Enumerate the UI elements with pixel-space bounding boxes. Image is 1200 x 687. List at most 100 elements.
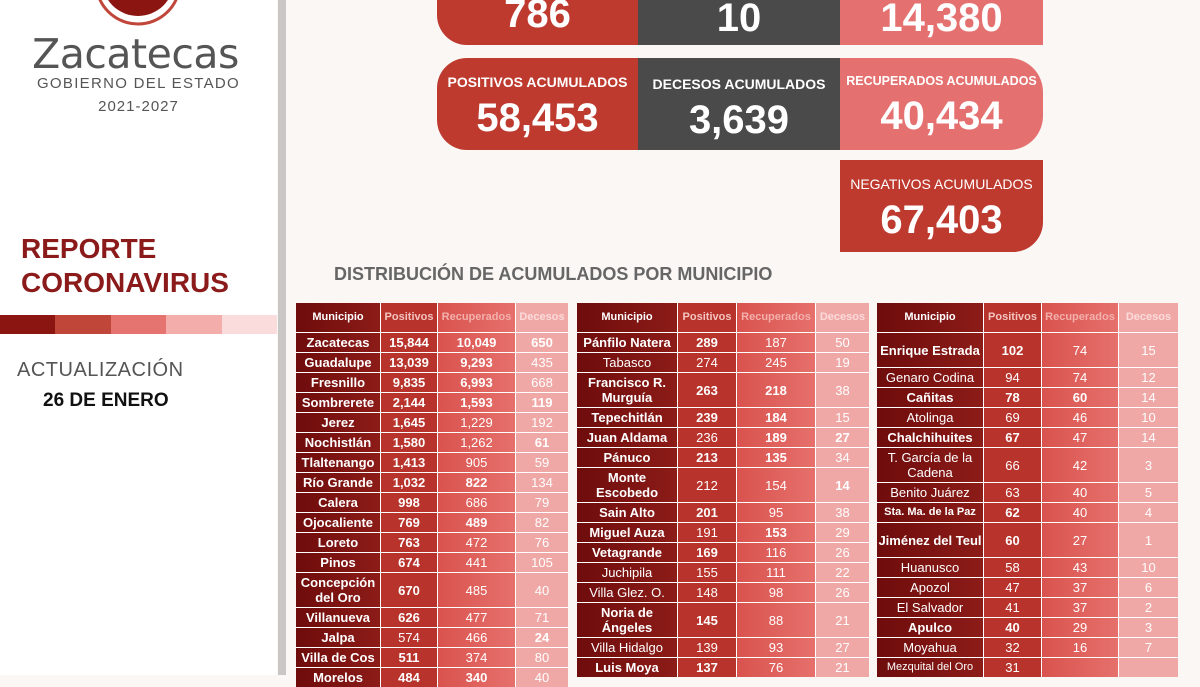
cell-recuperados: 46	[1042, 408, 1118, 427]
cell-positivos: 9,835	[381, 373, 437, 392]
divider	[278, 0, 286, 675]
cell-positivos: 201	[678, 503, 736, 522]
cell-positivos: 1,645	[381, 413, 437, 432]
cell-decesos: 40	[516, 668, 568, 687]
header-municipio: Municipio	[577, 303, 677, 332]
cell-municipio: Tlaltenango	[296, 453, 380, 472]
cell-recuperados: 485	[438, 573, 515, 607]
cell-recuperados: 6,993	[438, 373, 515, 392]
cell-recuperados: 60	[1042, 388, 1118, 407]
table-row: Apozol 47 37 6	[877, 578, 1178, 597]
cell-municipio: Vetagrande	[577, 543, 677, 562]
cell-decesos: 76	[516, 533, 568, 552]
card-value: 786	[504, 0, 571, 36]
card-label: POSITIVOS ACUMULADOS	[447, 74, 628, 90]
cell-decesos: 650	[516, 333, 568, 352]
card-decesos-dia: 10	[638, 0, 840, 45]
table-row: Morelos 484 340 40	[296, 668, 568, 687]
cell-municipio: Guadalupe	[296, 353, 380, 372]
table-row: Francisco R. Murguía 263 218 38	[577, 373, 869, 407]
cell-decesos: 15	[1119, 333, 1178, 367]
stripe	[0, 315, 56, 334]
cell-decesos: 19	[816, 353, 869, 372]
cell-municipio: Monte Escobedo	[577, 468, 677, 502]
stripe	[55, 315, 111, 334]
cell-positivos: 213	[678, 448, 736, 467]
cell-recuperados: 74	[1042, 368, 1118, 387]
cell-decesos: 5	[1119, 483, 1178, 502]
table-row: El Salvador 41 37 2	[877, 598, 1178, 617]
cell-recuperados: 245	[737, 353, 815, 372]
cell-positivos: 94	[984, 368, 1041, 387]
card-recuperados-dia: 14,380	[840, 0, 1043, 45]
cell-municipio: Jerez	[296, 413, 380, 432]
report-title: REPORTE CORONAVIRUS	[21, 232, 229, 300]
cell-positivos: 169	[678, 543, 736, 562]
cell-recuperados: 74	[1042, 333, 1118, 367]
cell-decesos: 34	[816, 448, 869, 467]
cell-recuperados: 95	[737, 503, 815, 522]
cell-recuperados: 489	[438, 513, 515, 532]
cell-municipio: Juchipila	[577, 563, 677, 582]
card-decesos-acumulados: DECESOS ACUMULADOS 3,639	[638, 58, 840, 150]
cell-recuperados: 189	[737, 428, 815, 447]
cell-positivos: 274	[678, 353, 736, 372]
sidebar: Zacatecas GOBIERNO DEL ESTADO 2021-2027 …	[0, 0, 278, 675]
brand-years: 2021-2027	[98, 98, 179, 115]
cell-recuperados: 374	[438, 648, 515, 667]
cell-decesos: 119	[516, 393, 568, 412]
cell-municipio: Pánuco	[577, 448, 677, 467]
cell-decesos: 192	[516, 413, 568, 432]
table-row: Atolinga 69 46 10	[877, 408, 1178, 427]
cell-recuperados: 187	[737, 333, 815, 352]
cell-positivos: 47	[984, 578, 1041, 597]
card-negativos-acumulados: NEGATIVOS ACUMULADOS 67,403	[840, 160, 1043, 252]
cell-recuperados: 1,229	[438, 413, 515, 432]
cell-positivos: 148	[678, 583, 736, 602]
table-header: Municipio Positivos Recuperados Decesos	[577, 303, 869, 332]
table-row: Jiménez del Teul 60 27 1	[877, 523, 1178, 557]
cell-positivos: 13,039	[381, 353, 437, 372]
report-title-line1: REPORTE	[21, 233, 157, 264]
cell-municipio: Moyahua	[877, 638, 983, 657]
cell-municipio: Río Grande	[296, 473, 380, 492]
table-row: T. García de la Cadena 66 42 3	[877, 448, 1178, 482]
table-row: Concepción del Oro 670 485 40	[296, 573, 568, 607]
table-row: Villa Hidalgo 139 93 27	[577, 638, 869, 657]
cell-positivos: 1,032	[381, 473, 437, 492]
cell-positivos: 263	[678, 373, 736, 407]
cell-decesos: 38	[816, 373, 869, 407]
cell-decesos: 61	[516, 433, 568, 452]
cell-recuperados: 477	[438, 608, 515, 627]
table-row: Río Grande 1,032 822 134	[296, 473, 568, 492]
cell-recuperados: 135	[737, 448, 815, 467]
header-positivos: Positivos	[381, 303, 437, 332]
cell-municipio: Pánfilo Natera	[577, 333, 677, 352]
cell-decesos: 21	[816, 603, 869, 637]
cell-municipio: El Salvador	[877, 598, 983, 617]
table-row: Monte Escobedo 212 154 14	[577, 468, 869, 502]
table-row: Jalpa 574 466 24	[296, 628, 568, 647]
cell-positivos: 239	[678, 408, 736, 427]
cell-positivos: 145	[678, 603, 736, 637]
table-row: Miguel Auza 191 153 29	[577, 523, 869, 542]
cell-municipio: Jiménez del Teul	[877, 523, 983, 557]
cell-positivos: 67	[984, 428, 1041, 447]
card-positivos-dia: 786	[437, 0, 638, 45]
table-row: Guadalupe 13,039 9,293 435	[296, 353, 568, 372]
table-row: Tepechitlán 239 184 15	[577, 408, 869, 427]
table-row: Mezquital del Oro 31	[877, 658, 1178, 677]
table-row: Ojocaliente 769 489 82	[296, 513, 568, 532]
cell-municipio: Atolinga	[877, 408, 983, 427]
cell-recuperados: 905	[438, 453, 515, 472]
cell-recuperados: 10,049	[438, 333, 515, 352]
cell-positivos: 66	[984, 448, 1041, 482]
cell-decesos: 14	[816, 468, 869, 502]
cell-municipio: Tabasco	[577, 353, 677, 372]
cell-decesos: 50	[816, 333, 869, 352]
brand-name: Zacatecas	[32, 30, 239, 78]
cell-positivos: 626	[381, 608, 437, 627]
cell-positivos: 102	[984, 333, 1041, 367]
table-row: Tabasco 274 245 19	[577, 353, 869, 372]
cell-decesos: 435	[516, 353, 568, 372]
